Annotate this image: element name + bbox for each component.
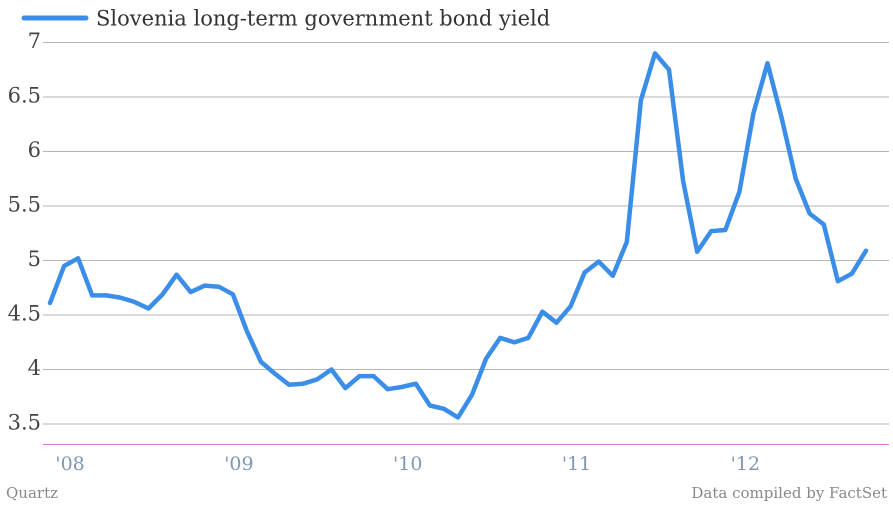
- x-tick-label: '11: [562, 453, 591, 475]
- y-tick-label: 6.5: [8, 83, 41, 107]
- credit: Quartz: [6, 484, 58, 502]
- y-tick-label: 7: [28, 29, 41, 53]
- series-line: [47, 51, 869, 420]
- y-tick-label: 5.5: [8, 192, 41, 216]
- x-tick-label: '09: [224, 453, 253, 475]
- y-tick-label: 4.5: [8, 302, 41, 326]
- y-tick-label: 6: [28, 138, 41, 162]
- y-tick-label: 3.5: [8, 411, 41, 435]
- source: Data compiled by FactSet: [691, 484, 887, 502]
- legend-label: Slovenia long-term government bond yield: [96, 7, 550, 31]
- x-tick-label: '12: [731, 453, 760, 475]
- x-tick-label: '10: [393, 453, 422, 475]
- x-tick-label: '08: [55, 453, 84, 475]
- y-tick-label: 5: [28, 247, 41, 271]
- y-tick-label: 4: [28, 356, 41, 380]
